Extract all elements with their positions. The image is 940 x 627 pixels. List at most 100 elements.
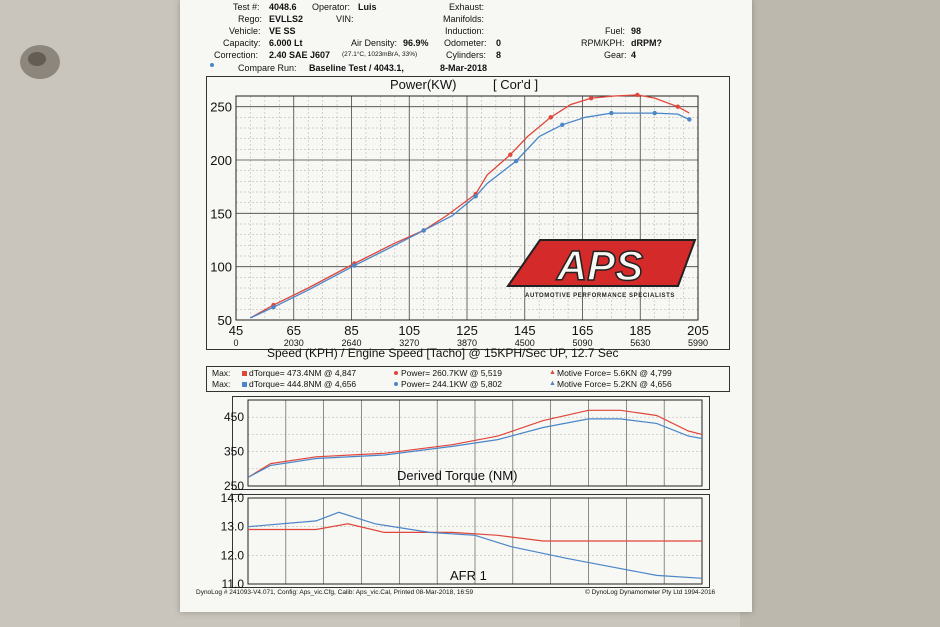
compare-date: 8-Mar-2018 xyxy=(440,63,488,73)
red-square-icon xyxy=(242,371,247,376)
y-tick-label: 11.0 xyxy=(222,577,245,588)
air-density-detail: (27.1°C, 1023mBrA, 33%) xyxy=(342,51,418,58)
baseline-power-point xyxy=(352,263,357,268)
y-tick-label: 250 xyxy=(210,100,232,115)
rpm-tick-label: 0 xyxy=(233,338,238,348)
baseline-power-point xyxy=(421,228,426,233)
max-power-current: Power= 260.7KW @ 5,519 xyxy=(401,368,503,378)
y-tick-label: 250 xyxy=(224,479,244,490)
baseline-power-point xyxy=(560,122,565,128)
compare-label: Compare Run: xyxy=(238,63,297,73)
current-power-point xyxy=(675,104,680,109)
rego-value: EVLLS2 xyxy=(269,14,304,24)
capacity-value: 6.000 Lt xyxy=(269,38,303,48)
torque-chart-title: Derived Torque (NM) xyxy=(397,468,518,483)
max-power-baseline: Power= 244.1KW @ 5,802 xyxy=(401,379,503,389)
y-tick-label: 50 xyxy=(218,313,232,328)
gear-label: Gear: xyxy=(604,50,627,60)
y-tick-label: 350 xyxy=(224,445,244,459)
x-tick-label: 165 xyxy=(572,323,594,338)
rpm-kph-label: RPM/KPH: xyxy=(581,38,625,48)
aps-logo-tagline: AUTOMOTIVE PERFORMANCE SPECIALISTS xyxy=(525,293,675,299)
red-dot-icon xyxy=(394,371,398,375)
y-tick-label: 450 xyxy=(224,410,244,424)
background xyxy=(740,0,940,627)
vehicle-value: VE SS xyxy=(269,26,296,36)
operator-label: Operator: xyxy=(312,2,351,12)
rpm-tick-label: 4500 xyxy=(515,338,535,348)
footer-right: © DynoLog Dynamometer Pty Ltd 1994-2016 xyxy=(585,589,716,596)
max-force-current: Motive Force= 5.6KN @ 4,799 xyxy=(557,368,672,378)
blue-triangle-icon: ▲ xyxy=(549,380,556,387)
fuel-label: Fuel: xyxy=(605,26,626,36)
gear-value: 4 xyxy=(631,50,637,60)
current-power-point xyxy=(635,92,640,98)
afr-chart-title: AFR 1 xyxy=(450,568,487,583)
rego-label: Rego: xyxy=(238,14,263,24)
plot-frame xyxy=(235,95,699,321)
current-power-point xyxy=(588,95,594,101)
max-torque-baseline: dTorque= 444.8NM @ 4,656 xyxy=(249,379,357,389)
baseline-power-line xyxy=(250,112,690,319)
dyno-printout: Test #: 4048.6 Rego: EVLLS2 Vehicle: VE … xyxy=(180,0,752,612)
red-triangle-icon: ▲ xyxy=(549,369,556,376)
y-tick-label: 12.0 xyxy=(221,548,245,562)
max-table xyxy=(206,366,730,392)
power-chart-cord: [ Cor'd ] xyxy=(493,77,539,92)
y-tick-label: 13.0 xyxy=(221,520,245,534)
manifolds-label: Manifolds: xyxy=(443,14,485,24)
current-line xyxy=(248,523,702,542)
rpm-tick-label: 3270 xyxy=(399,338,419,348)
vehicle-label: Vehicle: xyxy=(229,26,261,36)
current-line xyxy=(247,409,703,478)
vin-label: VIN: xyxy=(336,14,354,24)
aps-logo-text: APS xyxy=(556,242,643,289)
blue-dot-icon xyxy=(394,382,398,386)
current-power-point xyxy=(508,152,513,157)
baseline-power-point xyxy=(513,158,519,164)
fuel-value: 98 xyxy=(631,26,642,36)
compare-dot-icon xyxy=(210,63,214,67)
baseline-power-point xyxy=(271,305,276,310)
stain xyxy=(28,52,46,66)
correction-label: Correction: xyxy=(214,50,259,60)
odometer-value: 0 xyxy=(496,38,502,48)
max-torque-current: dTorque= 473.4NM @ 4,847 xyxy=(249,368,357,378)
air-density-label: Air Density: xyxy=(351,38,398,48)
baseline-power-point xyxy=(652,110,657,116)
baseline-power-point xyxy=(687,117,692,122)
x-tick-label: 65 xyxy=(287,323,301,338)
torque-chart: 450 350 250 xyxy=(224,399,703,490)
y-tick-label: 200 xyxy=(210,153,232,168)
max-force-baseline: Motive Force= 5.2KN @ 4,656 xyxy=(557,379,672,389)
correction-value: 2.40 SAE J607 xyxy=(269,50,331,60)
aps-logo-graphic: APS AUTOMOTIVE PERFORMANCE SPECIALISTS xyxy=(506,239,697,299)
rpm-tick-label: 3870 xyxy=(457,338,477,348)
y-tick-label: 14.0 xyxy=(221,491,245,505)
induction-label: Induction: xyxy=(445,26,485,36)
x-tick-label: 105 xyxy=(398,323,420,338)
max-label: Max: xyxy=(212,379,231,389)
cylinders-label: Cylinders: xyxy=(446,50,487,60)
rpm-tick-label: 5630 xyxy=(630,338,650,348)
current-power-point xyxy=(548,115,553,120)
baseline-line xyxy=(247,511,703,579)
afr-chart: 14.0 13.0 12.0 11.0 xyxy=(221,491,703,588)
test-value: 4048.6 xyxy=(269,2,297,12)
x-tick-label: 205 xyxy=(687,323,709,338)
footer-left: DynoLog # 241093-V4.071, Config: Aps_vic… xyxy=(196,589,474,596)
rpm-tick-label: 2640 xyxy=(341,338,361,348)
y-tick-label: 150 xyxy=(210,206,232,221)
odometer-label: Odometer: xyxy=(444,38,487,48)
plot-frame xyxy=(247,399,703,487)
power-chart-title: Power(KW) xyxy=(390,77,457,92)
cylinders-value: 8 xyxy=(496,50,502,60)
rpm-tick-label: 5090 xyxy=(572,338,592,348)
baseline-power-point xyxy=(609,110,614,116)
aps-logo: APS AUTOMOTIVE PERFORMANCE SPECIALISTS xyxy=(500,236,700,300)
rpm-kph-value: dRPM? xyxy=(631,38,662,48)
x-tick-label: 145 xyxy=(514,323,536,338)
x-tick-label: 125 xyxy=(456,323,478,338)
rpm-tick-label: 2030 xyxy=(284,338,304,348)
